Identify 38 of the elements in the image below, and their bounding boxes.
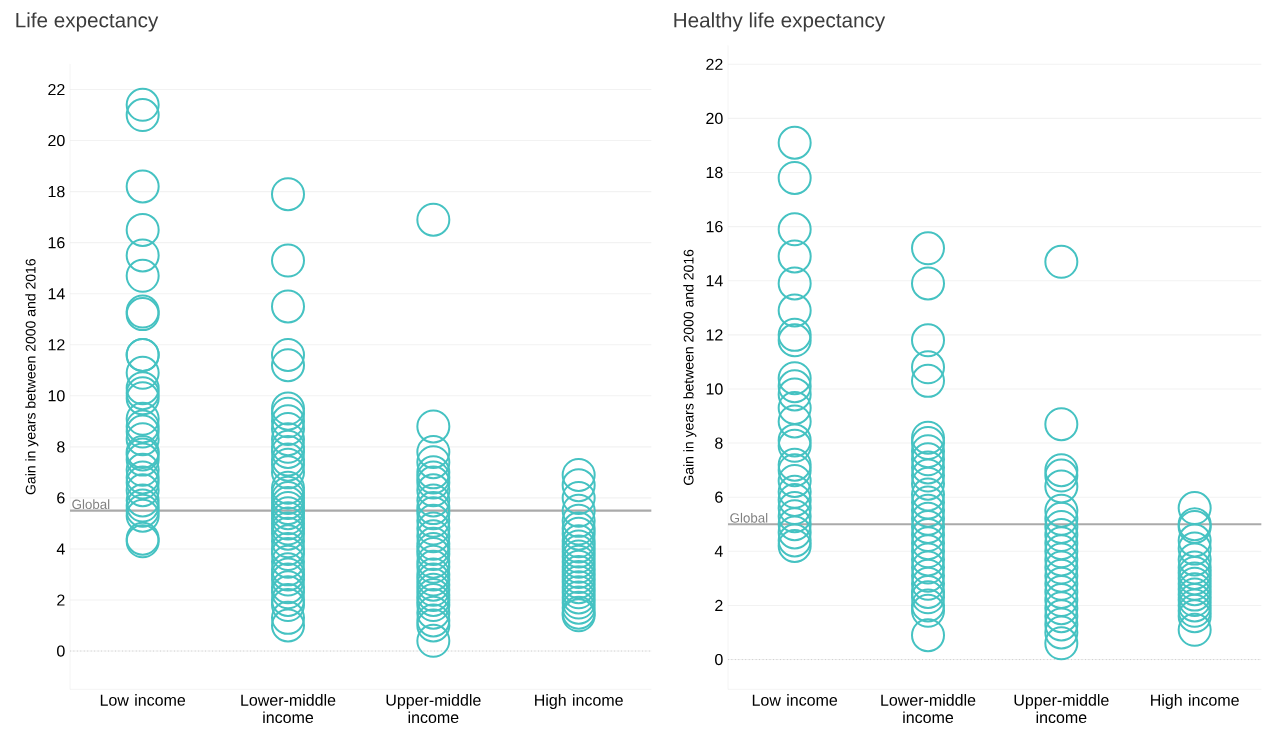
ref-line-label: Global xyxy=(72,499,110,510)
y-tick-label: 22 xyxy=(48,84,65,96)
chart-title: Healthy life expectancy xyxy=(674,12,886,32)
x-tick-label: Upper-middle income xyxy=(386,694,481,724)
y-tick-label: 12 xyxy=(48,339,65,351)
x-tick-label: Lower-middle income xyxy=(881,694,976,724)
y-tick-label: 20 xyxy=(48,135,65,147)
y-tick-label: 4 xyxy=(714,546,723,557)
y-tick-label: 14 xyxy=(48,288,65,300)
x-tick-label: High income xyxy=(1151,694,1239,710)
y-tick-label: 10 xyxy=(48,390,65,402)
y-tick-label: 0 xyxy=(57,645,65,657)
y-axis-title: Gain in years between 2000 and 2016 xyxy=(683,249,697,486)
y-axis-title: Gain in years between 2000 and 2016 xyxy=(25,259,39,495)
y-tick-label: 20 xyxy=(706,112,723,125)
x-tick-label: Low income xyxy=(752,694,838,706)
y-tick-label: 6 xyxy=(715,491,723,504)
y-tick-label: 4 xyxy=(56,543,65,555)
y-tick-label: 22 xyxy=(706,58,723,71)
y-tick-label: 2 xyxy=(715,600,723,612)
x-tick-label: Upper-middle income xyxy=(1014,694,1109,724)
y-tick-label: 14 xyxy=(706,275,723,287)
y-tick-label: 10 xyxy=(706,383,723,395)
y-tick-label: 12 xyxy=(706,329,723,341)
y-tick-label: 6 xyxy=(57,492,65,504)
y-tick-label: 0 xyxy=(715,654,723,666)
y-tick-label: 8 xyxy=(715,437,723,449)
y-tick-label: 8 xyxy=(57,441,65,453)
y-tick-label: 2 xyxy=(57,594,65,606)
y-tick-label: 16 xyxy=(48,237,65,249)
x-tick-label: Lower-middle income xyxy=(241,694,336,724)
ref-line-label: Global xyxy=(730,513,768,523)
x-tick-label: High income xyxy=(535,694,623,710)
x-tick-label: Low income xyxy=(100,694,186,706)
y-tick-label: 18 xyxy=(48,186,65,198)
y-tick-label: 16 xyxy=(706,221,723,233)
chart-title: Life expectancy xyxy=(16,12,159,32)
y-tick-label: 18 xyxy=(706,167,723,179)
